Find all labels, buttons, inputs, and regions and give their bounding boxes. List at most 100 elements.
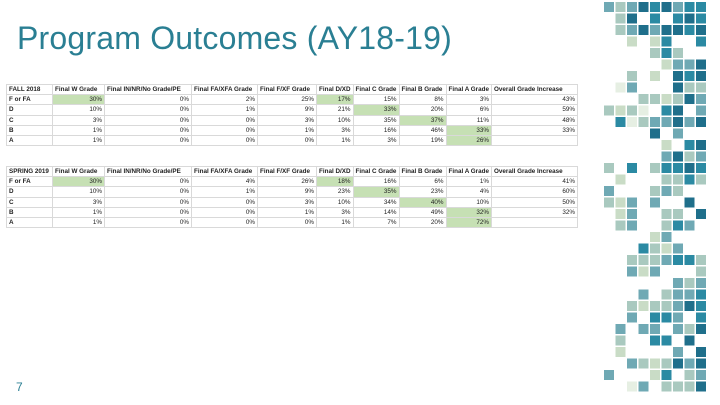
table-cell: 3% — [257, 196, 317, 208]
mosaic-tile — [638, 381, 649, 392]
mosaic-tile — [673, 25, 683, 35]
table-row: B 1% 0% 0% 1% 3% 16% 46% 33% 33% — [6, 124, 578, 136]
mosaic-tile — [696, 105, 706, 116]
mosaic-tile — [638, 94, 649, 104]
mosaic-tile — [627, 13, 637, 24]
mosaic-tile — [650, 255, 660, 265]
mosaic-tile — [661, 151, 672, 162]
mosaic-tile — [673, 243, 683, 254]
mosaic-tile — [661, 209, 672, 219]
mosaic-tile — [638, 266, 649, 277]
mosaic-tile — [696, 117, 706, 127]
table-cell: 33% — [352, 104, 400, 116]
table-cell: 0% — [257, 216, 317, 229]
table-cell: 18% — [316, 176, 354, 188]
table-cell: 30% — [52, 94, 105, 106]
mosaic-tile — [696, 278, 706, 288]
table-cell: 0% — [104, 114, 192, 126]
table-cell: 41% — [490, 176, 578, 188]
table-cell: 37% — [398, 114, 447, 126]
mosaic-tile — [684, 117, 695, 127]
mosaic-tile — [684, 324, 695, 334]
mosaic-tile — [673, 48, 683, 58]
mosaic-tile — [661, 186, 672, 196]
row-label: B — [6, 124, 53, 136]
mosaic-tile — [673, 255, 683, 265]
table-cell: 11% — [445, 114, 492, 126]
mosaic-tile — [661, 174, 672, 185]
table-cell: 6% — [445, 104, 492, 116]
mosaic-tile — [615, 2, 626, 12]
mosaic-tile — [615, 117, 626, 127]
table-cell: 1% — [257, 206, 317, 218]
row-label: B — [6, 206, 53, 218]
mosaic-tile — [673, 117, 683, 127]
mosaic-tile — [627, 381, 637, 392]
mosaic-tile — [650, 335, 660, 346]
mosaic-tile — [696, 151, 706, 162]
table-cell: 33% — [490, 124, 578, 136]
table-cell: 0% — [191, 216, 258, 229]
mosaic-tile — [604, 163, 614, 173]
table-row: C 3% 0% 0% 3% 10% 34% 40% 10% 50% — [6, 196, 578, 208]
table-cell: 20% — [398, 216, 447, 229]
mosaic-tile — [627, 358, 637, 369]
mosaic-tile — [661, 289, 672, 300]
fall-2018-table: FALL 2018 Final W Grade Final IN/NR/No Gra… — [6, 83, 578, 147]
table-cell: 8% — [398, 94, 447, 106]
table-cell: 10% — [52, 186, 105, 198]
mosaic-tile — [696, 289, 706, 300]
mosaic-tile — [696, 370, 706, 380]
mosaic-tile — [638, 2, 649, 12]
mosaic-tile — [684, 255, 695, 265]
mosaic-tile — [627, 105, 637, 116]
table-cell: 3% — [352, 134, 400, 147]
column-header: Final F/XF Grade — [257, 83, 317, 96]
column-header: Final IN/NR/No Grade/PE — [104, 83, 192, 96]
mosaic-tile — [684, 59, 695, 70]
mosaic-tile — [615, 197, 626, 208]
table-cell: 23% — [398, 186, 447, 198]
table-row: D 10% 0% 1% 9% 23% 35% 23% 4% 60% — [6, 186, 578, 198]
mosaic-tile — [604, 2, 614, 12]
mosaic-tile — [661, 105, 672, 116]
mosaic-tile — [696, 347, 706, 357]
column-header: Final W Grade — [52, 83, 105, 96]
table-cell: 7% — [352, 216, 400, 229]
table-cell: 49% — [398, 206, 447, 218]
mosaic-tile — [684, 82, 695, 93]
mosaic-tile — [673, 209, 683, 219]
mosaic-tile — [661, 48, 672, 58]
mosaic-tile — [638, 324, 649, 334]
table-cell: 10% — [316, 196, 354, 208]
table-cell: 19% — [398, 134, 447, 147]
table-cell: 1% — [191, 104, 258, 116]
mosaic-tile — [661, 232, 672, 242]
table-cell: 32% — [445, 206, 492, 218]
mosaic-tile — [684, 301, 695, 311]
table-row: A 1% 0% 0% 0% 1% 7% 20% 72% — [6, 216, 578, 229]
mosaic-tile — [627, 255, 637, 265]
table-cell: 1% — [257, 124, 317, 136]
mosaic-tile — [696, 71, 706, 81]
mosaic-tile — [696, 312, 706, 323]
table-cell: 15% — [352, 94, 400, 106]
mosaic-tile — [696, 255, 706, 265]
mosaic-tile — [650, 13, 660, 24]
table-row: F or FA 30% 0% 2% 25% 17% 15% 8% 3% 43% — [6, 94, 578, 106]
mosaic-tile — [650, 186, 660, 196]
mosaic-tile — [650, 36, 660, 47]
slide-title: Program Outcomes (AY18-19) — [17, 20, 452, 56]
table-cell — [490, 216, 578, 229]
mosaic-tile — [661, 301, 672, 311]
row-label: C — [6, 196, 53, 208]
mosaic-tile — [650, 2, 660, 12]
table-cell: 0% — [191, 134, 258, 147]
mosaic-tile — [673, 301, 683, 311]
mosaic-tile — [638, 243, 649, 254]
mosaic-tile — [627, 117, 637, 127]
mosaic-tile — [684, 2, 695, 12]
table-cell: 9% — [257, 104, 317, 116]
mosaic-tile — [661, 59, 672, 70]
table-cell: 0% — [191, 206, 258, 218]
